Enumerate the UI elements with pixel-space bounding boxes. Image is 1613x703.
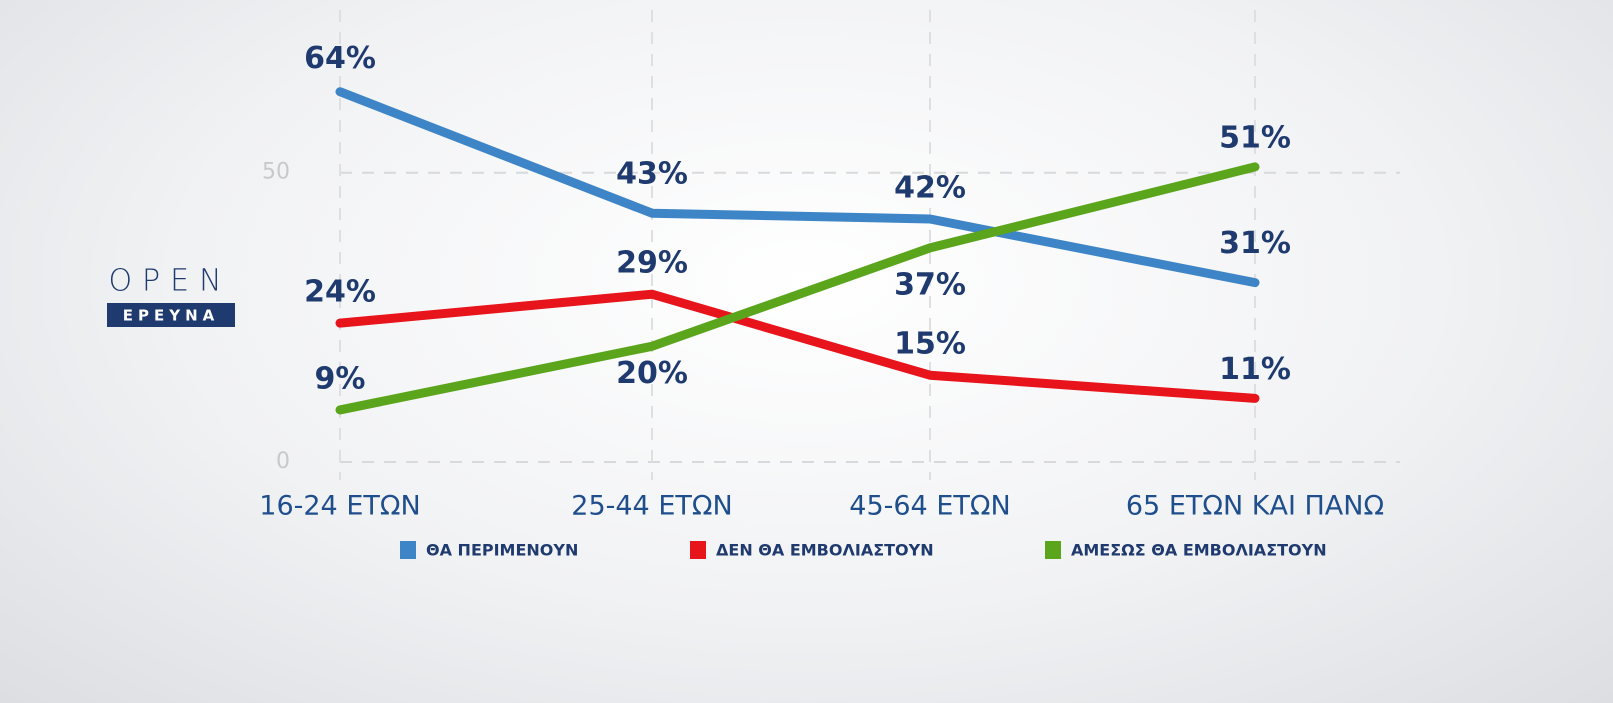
legend-swatch xyxy=(1045,541,1061,559)
legend-swatch xyxy=(690,541,706,559)
legend-label: ΔΕΝ ΘΑ ΕΜΒΟΛΙΑΣΤΟΥΝ xyxy=(716,541,934,560)
y-tick-label: 50 xyxy=(262,160,290,185)
data-label: 15% xyxy=(894,327,966,362)
data-label: 24% xyxy=(304,275,376,310)
legend-label: ΘΑ ΠΕΡΙΜΕΝΟΥΝ xyxy=(426,541,578,560)
y-tick-label: 0 xyxy=(276,449,290,474)
logo-bottom: ΕΡΕΥΝΑ xyxy=(123,307,220,325)
series-line xyxy=(335,289,1260,403)
series-line xyxy=(335,87,1260,288)
data-label: 11% xyxy=(1219,352,1291,387)
data-label: 64% xyxy=(304,41,376,76)
data-label: 51% xyxy=(1219,120,1291,155)
data-label: 9% xyxy=(315,361,366,396)
x-tick-label: 16-24 ΕΤΩΝ xyxy=(259,491,420,522)
data-label: 37% xyxy=(894,267,966,302)
data-label: 43% xyxy=(616,157,688,192)
x-tick-label: 65 ΕΤΩΝ ΚΑΙ ΠΑΝΩ xyxy=(1126,491,1384,522)
data-label: 42% xyxy=(894,171,966,206)
x-tick-label: 45-64 ΕΤΩΝ xyxy=(849,491,1010,522)
x-tick-label: 25-44 ΕΤΩΝ xyxy=(571,491,732,522)
data-label: 29% xyxy=(616,246,688,281)
legend-swatch xyxy=(400,541,416,559)
series-line xyxy=(335,162,1260,415)
logo-top: OPEN xyxy=(108,264,231,299)
data-label: 31% xyxy=(1219,226,1291,261)
logo-box xyxy=(107,303,235,327)
legend-label: ΑΜΕΣΩΣ ΘΑ ΕΜΒΟΛΙΑΣΤΟΥΝ xyxy=(1071,541,1327,560)
data-label: 20% xyxy=(616,356,688,391)
logo: OPEN ΕΡΕΥΝΑ xyxy=(107,264,235,327)
